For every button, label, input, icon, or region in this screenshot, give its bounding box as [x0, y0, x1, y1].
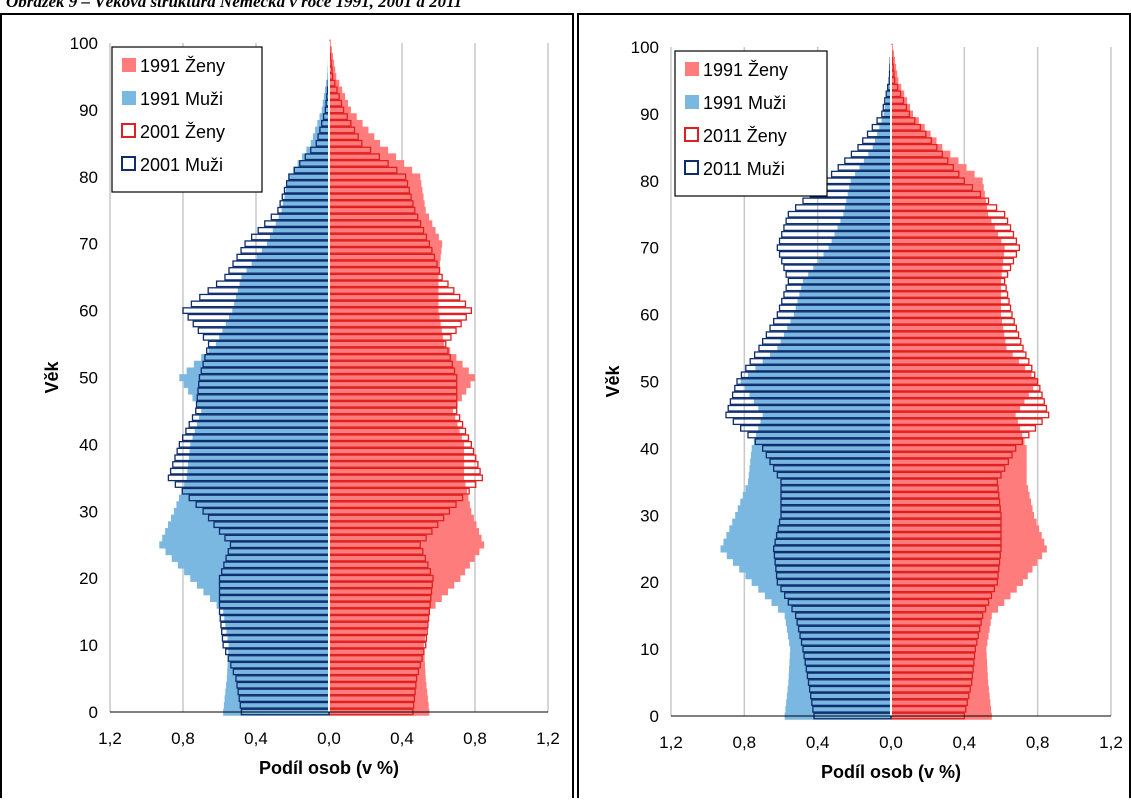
- c1-legend-label: 2011 Muži: [703, 159, 785, 179]
- c1-legend-swatch: [685, 128, 698, 141]
- c1-legend-label: 1991 Ženy: [703, 60, 788, 80]
- c1-y-axis-title: Věk: [603, 364, 623, 397]
- c0-y-axis-title: Věk: [42, 360, 62, 393]
- c1-legend: 1991 Ženy 1991 Muži 2011 Ženy 2011 Muži: [675, 51, 827, 196]
- c1-y-tick-label: 0: [650, 707, 659, 726]
- c1-x-tick-label: 0,0: [879, 733, 903, 752]
- c0-y-tick-label: 0: [89, 703, 98, 722]
- c0-x-tick-label: 0,4: [244, 729, 268, 748]
- c1-x-tick-label: 0,8: [1026, 733, 1050, 752]
- c0-x-tick-label: 0,4: [390, 729, 414, 748]
- c1-legend-label: 1991 Muži: [703, 93, 786, 113]
- c0-legend: 1991 Ženy 1991 Muži 2001 Ženy 2001 Muži: [112, 47, 262, 192]
- c0-y-tick-label: 10: [79, 636, 98, 655]
- c1-y-tick-label: 30: [640, 506, 659, 525]
- c0-y-tick-label: 20: [79, 569, 98, 588]
- c0-legend-label: 2001 Ženy: [140, 122, 225, 142]
- c1-y-tick-label: 90: [640, 105, 659, 124]
- c0-legend-label: 1991 Ženy: [140, 56, 225, 76]
- c1-y-tick-label: 50: [640, 373, 659, 392]
- c0-y-tick-label: 80: [79, 168, 98, 187]
- c0-legend-label: 2001 Muži: [140, 155, 223, 175]
- c0-legend-swatch: [122, 157, 135, 170]
- c1-legend-label: 2011 Ženy: [703, 126, 787, 146]
- c1-y-tick-label: 40: [640, 439, 659, 458]
- chart-panel-right: 0 10 20 30 40 50 60 70 80 90 100 1,2 0,8 0,4 0,0 0,4 0,8…: [577, 13, 1131, 798]
- c1-x-tick-label: 0,4: [806, 733, 830, 752]
- c1-x-tick-label: 1,2: [1099, 733, 1123, 752]
- c0-x-tick-label: 0,8: [171, 729, 195, 748]
- c0-y-tick-label: 60: [79, 302, 98, 321]
- c1-x-tick-label: 0,4: [953, 733, 977, 752]
- c0-y-tick-label: 50: [79, 369, 98, 388]
- c1-x-axis-title: Podíl osob (v %): [821, 762, 961, 782]
- c0-x-tick-label: 1,2: [536, 729, 560, 748]
- c0-legend-swatch: [122, 58, 136, 72]
- c0-x-tick-label: 0,8: [463, 729, 487, 748]
- c1-legend-swatch: [685, 161, 698, 174]
- c1-y-tick-label: 70: [640, 239, 659, 258]
- c0-legend-swatch: [122, 91, 136, 105]
- c1-x-tick-label: 0,8: [733, 733, 757, 752]
- pyramid-chart-1991-2011: 0 10 20 30 40 50 60 70 80 90 100 1,2 0,8 0,4 0,0 0,4 0,8…: [579, 15, 1131, 800]
- c0-y-tick-label: 70: [79, 235, 98, 254]
- c0-x-tick-label: 1,2: [98, 729, 122, 748]
- c0-legend-swatch: [122, 124, 135, 137]
- c1-y-tick-label: 20: [640, 573, 659, 592]
- c1-y-tick-label: 10: [640, 640, 659, 659]
- pyramid-chart-1991-2001: 0 10 20 30 40 50 60 70 80 90 100 1,2 0,8 0,4 0,0 0,4 0,8…: [2, 15, 576, 800]
- c1-y-tick-label: 60: [640, 306, 659, 325]
- c0-y-tick-label: 40: [79, 435, 98, 454]
- c0-y-tick-label: 100: [70, 34, 98, 53]
- c1-y-tick-label: 80: [640, 172, 659, 191]
- figure-caption: Obrázek 9 – Věková struktura Německa v r…: [6, 0, 462, 13]
- c1-y-tick-label: 100: [631, 38, 659, 57]
- c1-legend-swatch: [685, 95, 699, 109]
- c0-legend-label: 1991 Muži: [140, 89, 223, 109]
- c1-legend-swatch: [685, 62, 699, 76]
- c0-x-tick-label: 0,0: [317, 729, 341, 748]
- c0-x-axis-title: Podíl osob (v %): [259, 758, 399, 778]
- c0-y-tick-label: 30: [79, 502, 98, 521]
- chart-panel-left: 0 10 20 30 40 50 60 70 80 90 100 1,2 0,8 0,4 0,0 0,4 0,8…: [0, 13, 574, 798]
- c0-y-tick-label: 90: [79, 101, 98, 120]
- c1-x-tick-label: 1,2: [659, 733, 683, 752]
- c1-series-2011-ženy: [891, 51, 1049, 719]
